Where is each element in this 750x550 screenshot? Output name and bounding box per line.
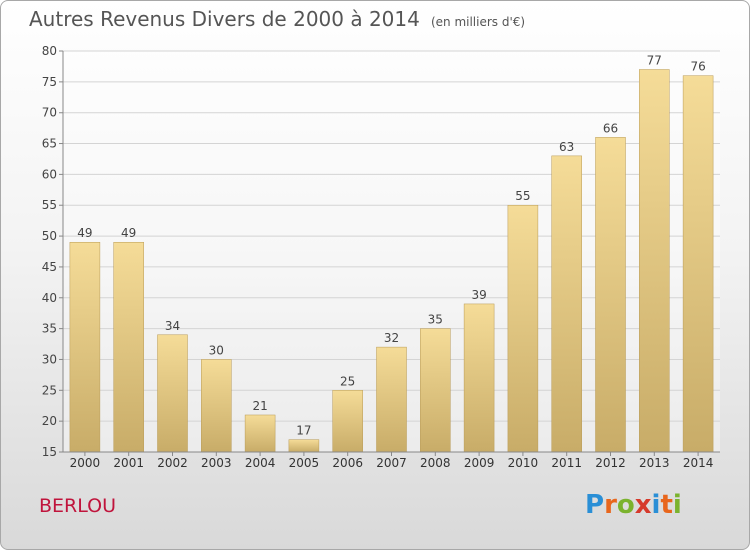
proxiti-logo: Proxiti xyxy=(585,490,682,520)
data-label: 17 xyxy=(296,424,311,438)
x-tick-label: 2002 xyxy=(157,456,188,470)
data-label: 76 xyxy=(690,60,705,74)
bar-2010 xyxy=(507,204,539,453)
y-tick-label: 65 xyxy=(42,137,57,151)
logo-letter: i xyxy=(672,490,682,520)
logo-letter: x xyxy=(634,490,652,520)
x-tick-label: 2007 xyxy=(376,456,407,470)
bar-2011 xyxy=(551,155,582,453)
x-tick-label: 2006 xyxy=(332,456,363,470)
x-tick-label: 2008 xyxy=(420,456,451,470)
bar-2006 xyxy=(332,390,363,453)
chart-title-main: Autres Revenus Divers de 2000 à 2014 xyxy=(29,7,420,31)
x-tick-label: 2013 xyxy=(639,456,670,470)
y-tick-label: 35 xyxy=(42,322,57,336)
data-label: 32 xyxy=(384,331,399,345)
x-tick-label: 2012 xyxy=(595,456,626,470)
data-label: 30 xyxy=(209,343,224,357)
bar-2012 xyxy=(595,137,626,453)
logo-letter: r xyxy=(604,490,617,520)
bars: 49 49 34 30 21 17 25 32 35 39 55 63 66 77 76 xyxy=(69,54,714,453)
logo-letter: P xyxy=(585,490,605,520)
y-tick-label: 55 xyxy=(42,198,57,212)
bar-2000 xyxy=(69,241,101,453)
logo-letter: i xyxy=(651,490,661,520)
bar-2003 xyxy=(201,359,232,453)
y-tick-label: 60 xyxy=(42,167,57,181)
data-label: 25 xyxy=(340,374,355,388)
y-tick-label: 45 xyxy=(42,260,57,274)
y-tick-label: 25 xyxy=(42,383,57,397)
y-tick-label: 20 xyxy=(42,414,57,428)
data-label: 77 xyxy=(647,54,662,68)
y-tick-label: 50 xyxy=(42,229,57,243)
logo-letter: o xyxy=(616,490,635,520)
bar-2001 xyxy=(113,241,144,453)
bar-2014 xyxy=(682,75,714,453)
bar-2008 xyxy=(420,328,451,453)
bar-2004 xyxy=(244,414,276,453)
bar-2013 xyxy=(639,69,670,453)
data-label: 55 xyxy=(515,189,530,203)
y-tick-label: 15 xyxy=(42,445,57,459)
data-label: 66 xyxy=(603,121,618,135)
y-tick-label: 75 xyxy=(42,75,57,89)
x-tick-label: 2004 xyxy=(245,456,276,470)
bar-2005 xyxy=(288,439,320,453)
chart-title-unit: (en milliers d'€) xyxy=(430,15,526,29)
place-name: BERLOU xyxy=(39,495,117,517)
y-tick-label: 80 xyxy=(42,44,57,58)
x-tick-label: 2000 xyxy=(70,456,101,470)
data-label: 34 xyxy=(165,319,180,333)
x-tick-label: 2009 xyxy=(464,456,495,470)
data-label: 49 xyxy=(77,226,92,240)
x-tick-label: 2003 xyxy=(201,456,232,470)
data-label: 35 xyxy=(428,313,443,327)
data-label: 49 xyxy=(121,226,136,240)
data-label: 63 xyxy=(559,140,574,154)
bar-2002 xyxy=(157,334,188,453)
data-label: 39 xyxy=(471,288,486,302)
y-tick-label: 70 xyxy=(42,106,57,120)
axes: 15 20 25 30 35 40 45 50 55 60 65 70 75 80 2000 2001 2002… xyxy=(42,44,720,470)
x-tick-label: 2005 xyxy=(289,456,320,470)
y-tick-label: 40 xyxy=(42,291,57,305)
bar-2007 xyxy=(376,346,407,453)
x-tick-label: 2011 xyxy=(551,456,582,470)
x-tick-label: 2001 xyxy=(113,456,144,470)
y-tick-label: 30 xyxy=(42,352,57,366)
bar-2009 xyxy=(463,303,495,453)
x-tick-label: 2014 xyxy=(683,456,714,470)
x-tick-label: 2010 xyxy=(508,456,539,470)
chart-title: Autres Revenus Divers de 2000 à 2014 (en… xyxy=(29,7,525,31)
data-label: 21 xyxy=(252,399,267,413)
logo-letter: t xyxy=(660,490,673,520)
